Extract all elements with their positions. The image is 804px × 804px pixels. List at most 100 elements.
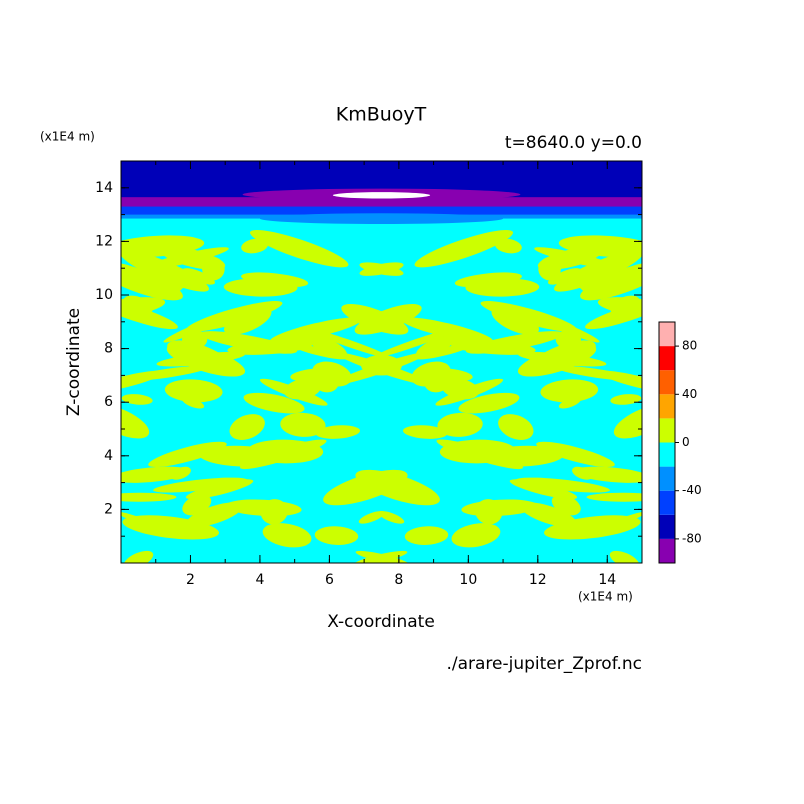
x-axis-label: X-coordinate <box>327 612 435 632</box>
contour-region <box>554 249 642 292</box>
y-unit: (x1E4 m) <box>40 130 95 144</box>
contour-region <box>246 439 324 464</box>
contour-region <box>121 405 150 439</box>
contour-region <box>403 425 448 439</box>
colorbar-band <box>659 394 675 419</box>
chart-subtitle: t=8640.0 y=0.0 <box>505 133 642 153</box>
x-tick-label: 10 <box>459 572 477 588</box>
colorbar-band <box>659 418 675 443</box>
contour-region <box>534 314 600 343</box>
contour-region <box>249 229 349 268</box>
contour-region <box>121 249 209 292</box>
contour-region <box>336 352 432 386</box>
y-tick-label: 10 <box>95 287 113 303</box>
contour-region <box>544 515 641 540</box>
x-tick-label: 14 <box>598 572 616 588</box>
contour-region <box>458 392 520 414</box>
colorbar-tick-label: 40 <box>682 387 697 401</box>
contour-region <box>153 477 247 493</box>
contour-region <box>586 492 642 502</box>
x-tick-label: 8 <box>394 572 403 588</box>
contour-region <box>441 378 480 400</box>
colorbar-tick-label: 0 <box>682 435 690 449</box>
x-unit: (x1E4 m) <box>578 590 633 604</box>
contour-region <box>241 238 269 254</box>
colorbar-tick-label: 80 <box>682 339 697 353</box>
contour-region <box>185 479 254 500</box>
colorbar-band <box>659 370 675 395</box>
contour-region <box>411 361 451 387</box>
contour-region <box>121 394 153 405</box>
x-tick-label: 4 <box>255 572 264 588</box>
contour-region <box>437 412 483 437</box>
contour-field <box>121 161 642 563</box>
y-tick-label: 12 <box>95 233 113 249</box>
contour-region <box>580 260 642 301</box>
colorbar-band <box>659 466 675 491</box>
contour-region <box>461 499 538 517</box>
contour-region <box>315 425 360 439</box>
contour-region <box>182 494 212 516</box>
contour-region <box>314 526 359 545</box>
contour-region <box>164 379 223 403</box>
contour-region <box>414 229 514 268</box>
x-tick-label: 2 <box>186 572 195 588</box>
contour-region <box>229 414 265 440</box>
contour-region <box>491 306 540 335</box>
contour-region <box>312 361 352 387</box>
contour-region <box>597 297 642 317</box>
contour-region <box>280 412 326 437</box>
contour-region <box>223 306 272 335</box>
colorbar-tick-label: -40 <box>682 483 702 497</box>
contour-region <box>163 314 229 343</box>
contour-region <box>573 466 642 483</box>
y-tick-label: 14 <box>95 180 113 196</box>
contour-region <box>424 335 518 354</box>
contour-region <box>121 299 178 330</box>
contour-region <box>243 392 305 414</box>
contour-region <box>355 550 410 563</box>
y-tick-label: 2 <box>104 501 113 517</box>
contour-region <box>613 405 642 439</box>
contour-region <box>404 526 449 545</box>
y-tick-label: 6 <box>104 394 113 410</box>
contour-region <box>354 304 422 335</box>
contour-region <box>125 365 209 381</box>
source-label: ./arare-jupiter_Zprof.nc <box>446 654 642 674</box>
contour-region <box>439 439 517 464</box>
contour-region <box>494 238 522 254</box>
contour-region <box>585 299 642 330</box>
contour-region <box>270 317 362 343</box>
contour-region <box>225 499 302 517</box>
contour-region <box>160 246 226 270</box>
colorbar-tick-label: -80 <box>682 531 702 545</box>
contour-region <box>283 378 322 400</box>
contour-region <box>166 343 246 377</box>
contour-region <box>509 479 578 500</box>
y-tick-label: 8 <box>104 341 113 357</box>
y-axis-label: Z-coordinate <box>64 308 84 416</box>
contour-region <box>259 213 504 224</box>
contour-region <box>610 394 642 405</box>
colorbar-band <box>659 442 675 467</box>
contour-region <box>401 317 493 343</box>
contour-region <box>358 511 385 524</box>
colorbar-band <box>659 322 675 347</box>
contour-region <box>498 414 534 440</box>
contour-region <box>454 272 522 288</box>
colorbar-band <box>659 346 675 371</box>
x-tick-label: 12 <box>529 572 547 588</box>
contour-region <box>551 494 581 516</box>
colorbar-band <box>659 490 675 515</box>
contour-region <box>245 335 339 354</box>
contour-region <box>123 550 154 563</box>
contour-region <box>451 523 501 548</box>
contour-region <box>609 550 640 563</box>
contour-region <box>121 466 190 483</box>
contour-region <box>517 343 597 377</box>
contour-region <box>537 246 603 270</box>
contour-region <box>536 441 615 468</box>
contour-region <box>241 272 309 288</box>
contour-region <box>516 477 610 493</box>
